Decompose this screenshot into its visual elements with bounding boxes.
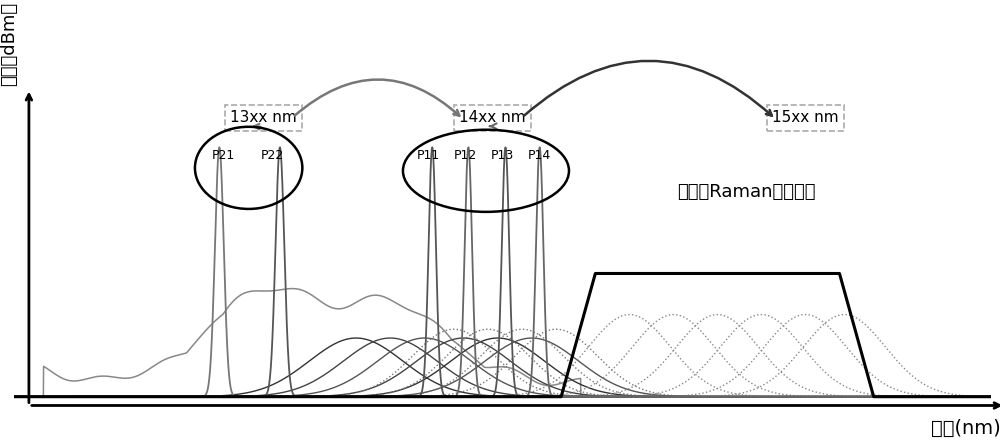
Text: 14xx nm: 14xx nm: [459, 110, 526, 125]
Text: 输出的Raman放大信号: 输出的Raman放大信号: [677, 183, 816, 201]
Text: 15xx nm: 15xx nm: [772, 110, 839, 125]
Text: 功率（dBm）: 功率（dBm）: [0, 2, 18, 86]
Text: P21: P21: [212, 149, 235, 162]
Text: P22: P22: [260, 149, 284, 162]
Text: P13: P13: [491, 149, 514, 162]
Text: P14: P14: [528, 149, 551, 162]
Text: 13xx nm: 13xx nm: [230, 110, 297, 125]
Text: P11: P11: [417, 149, 440, 162]
Text: 波长(nm): 波长(nm): [931, 419, 1000, 438]
Text: P12: P12: [454, 149, 477, 162]
